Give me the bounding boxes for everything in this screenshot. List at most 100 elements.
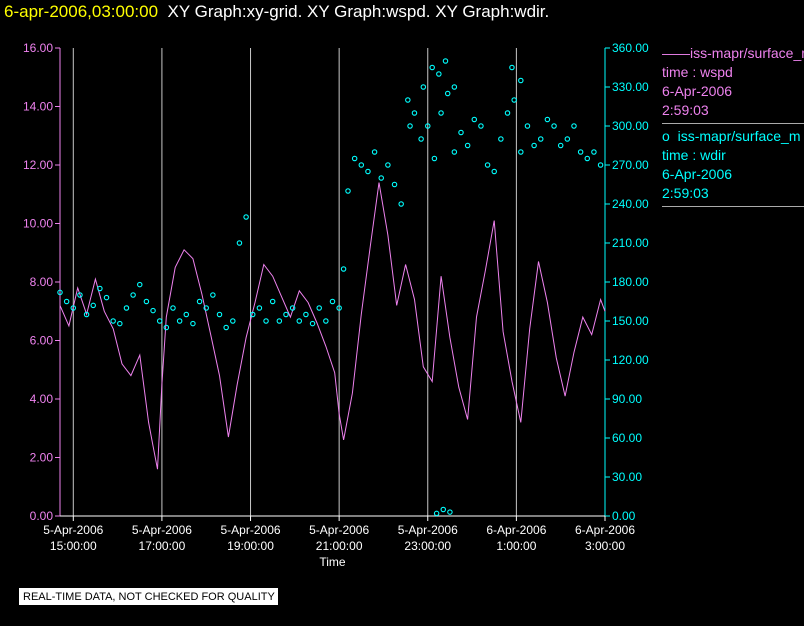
data-point-wdir [176,318,183,324]
data-point-wdir [196,298,203,305]
legend-series-1-time: 2:59:03 [662,102,709,118]
x-tick-label-date: 5-Apr-2006 [43,523,103,537]
data-point-wdir [283,311,289,318]
y-right-tick-label: 150.00 [612,314,649,328]
data-point-wdir [289,305,296,311]
data-point-wdir [276,318,283,324]
legend-series-2-field: time : wdir [662,147,726,163]
data-point-wdir [442,58,449,64]
data-point-wdir [557,142,564,149]
data-point-wdir [431,155,438,162]
chart-title: 6-apr-2006,03:00:00 XY Graph:xy-grid. XY… [4,2,549,22]
data-point-wdir [491,168,497,175]
data-point-wdir [249,311,256,318]
data-point-wdir [391,181,398,188]
data-point-wdir [150,307,156,314]
x-tick-label-time: 23:00:00 [404,539,451,553]
x-tick-label-date: 5-Apr-2006 [398,523,458,537]
data-point-wdir [365,168,371,175]
data-point-wdir [269,298,276,305]
y-right-tick-label: 240.00 [612,197,649,211]
data-point-wdir [504,110,511,116]
y-right-tick-label: 30.00 [612,470,642,484]
legend-series-1[interactable]: ——iss-mapr/surface_m [662,44,804,63]
data-point-wdir [183,311,190,318]
data-point-wdir [484,162,491,168]
data-point-wdir [296,318,303,324]
legend-series-2[interactable]: o iss-mapr/surface_m [662,127,804,146]
legend-divider-bottom [662,206,804,207]
data-point-wdir [203,305,209,311]
data-point-wdir [223,324,229,331]
data-point-wdir [577,149,584,155]
x-tick-label-date: 5-Apr-2006 [132,523,192,537]
data-point-wdir [425,123,431,129]
y-right-tick-label: 330.00 [612,80,649,94]
data-point-wdir [57,289,63,296]
y-left-tick-label: 10.00 [23,217,53,231]
y-left-tick-label: 2.00 [30,451,54,465]
timestamp: 6-apr-2006,03:00:00 [4,2,159,21]
y-right-tick-label: 210.00 [612,236,649,250]
data-point-wdir [518,77,524,84]
legend-series-2-date: 6-Apr-2006 [662,166,733,182]
x-tick-label-date: 5-Apr-2006 [309,523,369,537]
data-point-wdir [447,509,453,515]
data-point-wdir [551,123,557,129]
data-point-wdir [544,116,551,123]
data-point-wdir [407,123,413,129]
quality-disclaimer: REAL-TIME DATA, NOT CHECKED FOR QUALITY [19,588,278,605]
y-right-tick-label: 90.00 [612,392,642,406]
data-point-wdir [190,320,196,327]
series-line-wspd [59,182,606,470]
x-tick-label-date: 6-Apr-2006 [486,523,546,537]
data-point-wdir [230,318,236,324]
data-point-wdir [351,155,358,162]
data-point-wdir [378,175,384,181]
data-point-wdir [216,311,223,318]
legend: ——iss-mapr/surface_m time : wspd 6-Apr-2… [662,44,804,210]
data-point-wdir [464,142,471,149]
x-tick-label-date: 5-Apr-2006 [221,523,281,537]
data-point-wdir [103,294,110,301]
x-tick-label-time: 3:00:00 [585,539,625,553]
legend-line-symbol: —— [662,45,690,61]
data-point-wdir [323,318,329,324]
data-point-wdir [170,305,176,311]
data-point-wdir [458,129,464,136]
legend-series-1-name: iss-mapr/surface_m [690,45,804,61]
data-point-wdir [498,136,504,142]
data-point-wdir [137,281,143,288]
data-point-wdir [584,155,591,162]
x-tick-label-time: 1:00:00 [496,539,536,553]
data-point-wdir [210,292,216,298]
y-left-tick-label: 16.00 [23,41,53,55]
y-right-tick-label: 0.00 [612,509,636,523]
legend-series-1-date: 6-Apr-2006 [662,83,733,99]
data-point-wdir [309,320,316,327]
data-point-wdir [243,214,249,220]
data-point-wdir [524,123,531,129]
data-point-wdir [440,506,447,513]
y-left-tick-label: 4.00 [30,392,54,406]
y-right-tick-label: 60.00 [612,431,642,445]
data-point-wdir [63,298,70,305]
x-tick-label-date: 6-Apr-2006 [575,523,635,537]
y-left-tick-label: 8.00 [30,275,54,289]
data-point-wdir [97,285,103,292]
data-point-wdir [371,149,378,155]
data-point-wdir [385,162,391,168]
data-point-wdir [511,97,517,103]
legend-series-1-field: time : wspd [662,64,733,80]
data-point-wdir [405,97,411,103]
data-point-wdir [77,292,83,298]
data-point-wdir [471,116,478,123]
data-point-wdir [110,318,116,324]
data-point-wdir [438,110,444,116]
data-point-wdir [256,305,263,311]
data-point-wdir [444,90,451,97]
data-point-wdir [156,318,163,324]
y-left-tick-label: 14.00 [23,100,53,114]
data-point-wdir [345,188,351,194]
